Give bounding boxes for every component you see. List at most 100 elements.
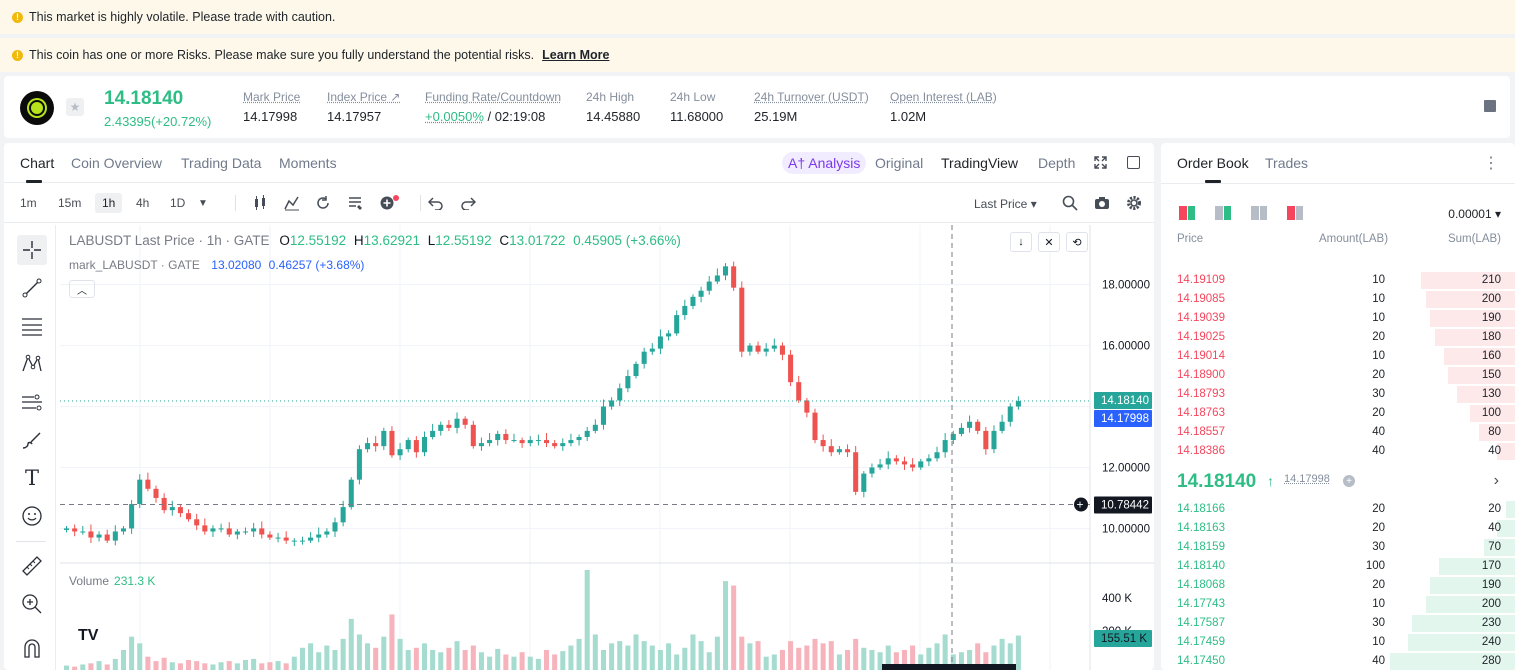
camera-icon[interactable] xyxy=(1094,195,1110,211)
candle-body xyxy=(763,348,769,352)
candle-body xyxy=(568,440,574,444)
view-tradingview[interactable]: TradingView xyxy=(941,155,1019,171)
timeframe-1h[interactable]: 1h xyxy=(95,193,123,213)
volume-bar xyxy=(763,656,769,670)
ask-row[interactable]: 14.19025 20 180 xyxy=(1161,328,1515,347)
bid-row[interactable]: 14.17459 10 240 xyxy=(1161,633,1515,652)
learn-more-link[interactable]: Learn More xyxy=(542,48,610,62)
ask-row[interactable]: 14.18793 30 130 xyxy=(1161,385,1515,404)
timeframe-15m[interactable]: 15m xyxy=(58,196,82,210)
candle-body xyxy=(901,461,908,465)
reset-chart-icon[interactable]: ⟲ xyxy=(1066,232,1088,252)
mark-price-info-icon[interactable]: + xyxy=(1343,475,1355,487)
replay-icon[interactable] xyxy=(315,195,331,211)
candle-body xyxy=(877,464,883,468)
bid-row[interactable]: 14.18068 20 190 xyxy=(1161,576,1515,595)
view-bids-icon[interactable] xyxy=(1215,206,1231,220)
volume-bar xyxy=(649,645,655,670)
bid-row[interactable]: 14.17743 10 200 xyxy=(1161,595,1515,614)
candle-body xyxy=(788,354,794,383)
stat-label[interactable]: Funding Rate/Countdown xyxy=(425,90,562,104)
ask-row[interactable]: 14.19014 10 160 xyxy=(1161,347,1515,366)
bid-row[interactable]: 14.17587 30 230 xyxy=(1161,614,1515,633)
book-icon[interactable] xyxy=(1484,100,1496,112)
timeframe-4h[interactable]: 4h xyxy=(136,196,150,210)
text-tool-icon[interactable]: T xyxy=(24,466,39,490)
expand-icon[interactable] xyxy=(1094,156,1107,169)
volume-bar xyxy=(926,647,932,670)
timeframe-dropdown-icon[interactable]: ▼ xyxy=(198,198,208,209)
view-original[interactable]: Original xyxy=(875,155,924,171)
funding-rate-value[interactable]: +0.0050% xyxy=(425,109,484,124)
legend-collapse-icon[interactable]: ︿ xyxy=(69,280,95,298)
tab-trades[interactable]: Trades xyxy=(1265,155,1309,171)
crosshair-tool-icon[interactable] xyxy=(17,235,47,265)
ruler-tool-icon[interactable] xyxy=(17,551,47,581)
price-source-select[interactable]: Last Price ▾ xyxy=(974,197,1037,211)
search-icon[interactable] xyxy=(1062,195,1078,211)
tab-chart[interactable]: Chart xyxy=(20,155,55,183)
volume-bar xyxy=(365,643,371,670)
ask-row[interactable]: 14.19085 10 200 xyxy=(1161,290,1515,309)
bid-row[interactable]: 14.18163 20 40 xyxy=(1161,519,1515,538)
bid-row[interactable]: 14.18140 100 170 xyxy=(1161,557,1515,576)
stat-label[interactable]: 24h Turnover (USDT) xyxy=(754,90,869,104)
legend-symbol[interactable]: LABUSDT Last Price · 1h · GATE xyxy=(69,233,270,248)
fib-retracement-tool-icon[interactable] xyxy=(17,311,47,341)
brush-tool-icon[interactable] xyxy=(17,425,47,455)
candle-body xyxy=(1007,406,1013,422)
bid-row[interactable]: 14.18166 20 20 xyxy=(1161,500,1515,519)
more-options-icon[interactable]: ⋮ xyxy=(1483,155,1499,172)
settings-gear-icon[interactable] xyxy=(1126,195,1142,211)
timeframe-1m[interactable]: 1m xyxy=(20,196,37,210)
candle-type-icon[interactable] xyxy=(253,195,267,211)
candle-body xyxy=(755,345,761,352)
favorite-star-icon[interactable]: ★ xyxy=(66,98,84,116)
view-depth-icon[interactable] xyxy=(1287,206,1303,220)
view-depth[interactable]: Depth xyxy=(1038,155,1076,171)
ask-row[interactable]: 14.18386 40 40 xyxy=(1161,442,1515,461)
view-asks-icon[interactable] xyxy=(1251,206,1267,220)
prediction-tool-icon[interactable] xyxy=(17,387,47,417)
add-alert-icon[interactable] xyxy=(379,194,401,212)
tradingview-logo[interactable]: TV xyxy=(78,627,99,644)
tab-moments[interactable]: Moments xyxy=(279,155,337,171)
bid-row[interactable]: 14.17450 40 280 xyxy=(1161,652,1515,670)
trend-line-tool-icon[interactable] xyxy=(17,273,47,303)
ask-row[interactable]: 14.19039 10 190 xyxy=(1161,309,1515,328)
zoom-in-icon[interactable] xyxy=(17,589,47,619)
row-amount: 30 xyxy=(1372,617,1385,629)
undo-icon[interactable] xyxy=(428,196,444,210)
collapse-arrows-icon[interactable]: ✕ xyxy=(1038,232,1060,252)
pattern-tool-icon[interactable] xyxy=(17,349,47,379)
candle-body xyxy=(316,534,322,538)
stat-label[interactable]: Mark Price xyxy=(243,90,301,104)
templates-icon[interactable] xyxy=(347,195,363,211)
ask-row[interactable]: 14.18763 20 100 xyxy=(1161,404,1515,423)
tab-trading-data[interactable]: Trading Data xyxy=(181,155,262,171)
ask-row[interactable]: 14.18557 40 80 xyxy=(1161,423,1515,442)
scroll-down-icon[interactable]: ↓ xyxy=(1010,232,1032,252)
row-amount: 40 xyxy=(1372,655,1385,667)
ask-row[interactable]: 14.18900 20 150 xyxy=(1161,366,1515,385)
tab-coin-overview[interactable]: Coin Overview xyxy=(71,155,163,171)
precision-select[interactable]: 0.00001 ▾ xyxy=(1448,207,1501,221)
ask-row[interactable]: 14.19109 10 210 xyxy=(1161,271,1515,290)
view-both-icon[interactable] xyxy=(1179,206,1195,220)
tab-order-book[interactable]: Order Book xyxy=(1177,155,1249,183)
ai-analysis-button[interactable]: A† Analysis xyxy=(782,152,867,174)
mark-legend-symbol[interactable]: mark_LABUSDT · GATE xyxy=(69,258,200,272)
redo-icon[interactable] xyxy=(460,196,476,210)
chevron-right-icon[interactable]: › xyxy=(1493,472,1499,489)
depth-bar xyxy=(1470,405,1515,422)
timeframe-1d[interactable]: 1D xyxy=(170,196,186,210)
emoji-tool-icon[interactable] xyxy=(17,501,47,531)
magnet-tool-icon[interactable] xyxy=(17,633,47,663)
fullscreen-icon[interactable] xyxy=(1127,156,1140,169)
indicators-icon[interactable] xyxy=(284,195,300,211)
bid-row[interactable]: 14.18159 30 70 xyxy=(1161,538,1515,557)
stat-label[interactable]: Index Price ↗ xyxy=(327,90,401,104)
stat-label[interactable]: Open Interest (LAB) xyxy=(890,90,997,104)
